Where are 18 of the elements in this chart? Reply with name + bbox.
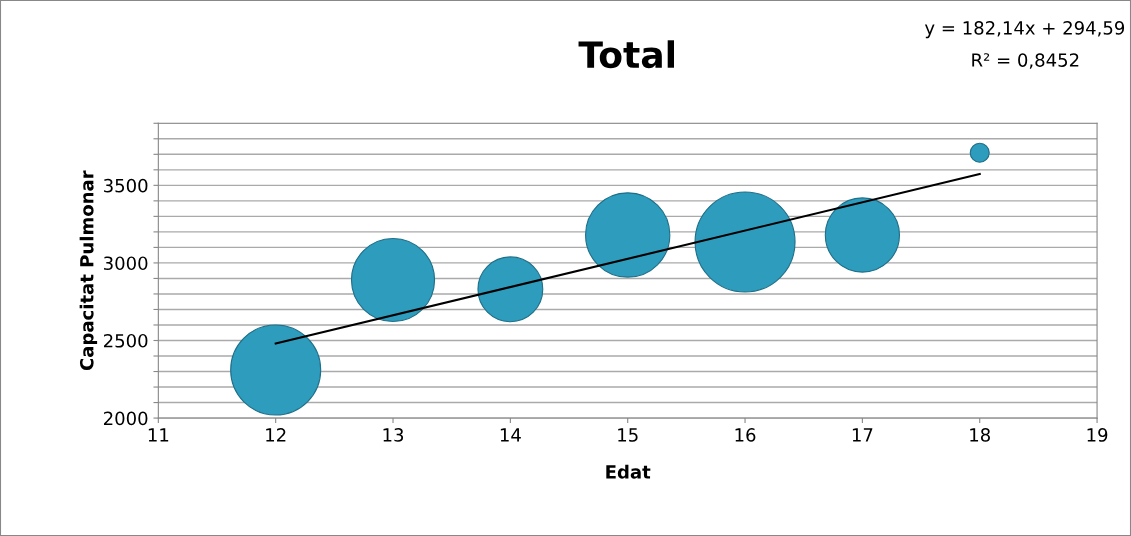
- x-tick-label: 16: [735, 428, 756, 442]
- x-axis-title: Edat: [606, 464, 651, 479]
- chart-title: Total: [578, 40, 674, 69]
- x-tick-label: 18: [970, 428, 990, 442]
- x-tick-label: 15: [618, 428, 638, 442]
- y-axis-title: Capacitat Pulmonar: [79, 170, 98, 371]
- y-tick-label: 2000: [103, 411, 148, 426]
- text: y = 182,14x + 294,59: [924, 21, 1125, 39]
- x-tick-label: 17: [852, 428, 873, 442]
- text: R² = 0,8452: [972, 53, 1079, 69]
- y-tick-label: 3000: [104, 256, 148, 271]
- x-tick-label: 11: [148, 428, 169, 442]
- x-tick-label: 13: [383, 428, 404, 442]
- y-tick-label: 3500: [104, 178, 148, 193]
- y-tick-label: 2500: [103, 333, 148, 348]
- x-tick-label: 12: [266, 428, 286, 442]
- x-tick-label: 14: [500, 428, 521, 442]
- x-tick-label: 19: [1087, 428, 1108, 442]
